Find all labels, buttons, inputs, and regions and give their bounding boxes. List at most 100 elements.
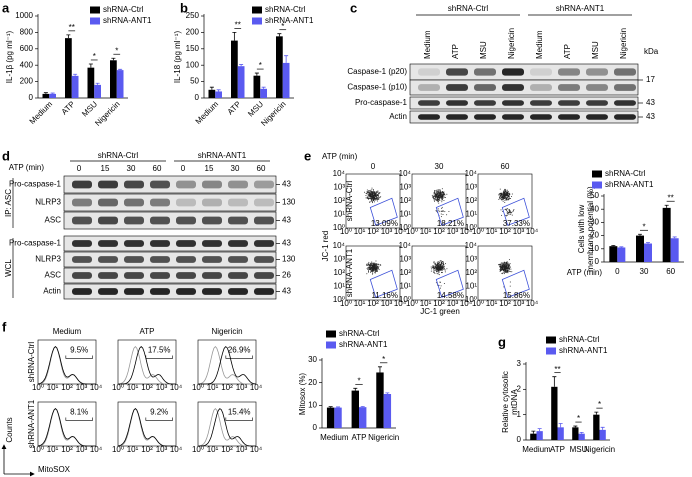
blot-band xyxy=(254,272,274,279)
legend-label: shRNA-Ctrl xyxy=(605,169,646,178)
blot-band xyxy=(202,256,222,263)
hist-gate xyxy=(225,417,253,421)
flow-dot xyxy=(441,206,443,208)
x-tick-label: 10² xyxy=(61,445,73,454)
y-tick-label: 0 xyxy=(517,435,522,444)
blot-band xyxy=(228,216,248,225)
flow-dot xyxy=(372,201,374,203)
error-bar xyxy=(611,245,616,247)
gate-label: 13.09% xyxy=(371,219,398,228)
lane-label: MSU xyxy=(479,41,488,59)
flow-dot xyxy=(501,193,503,195)
blot-band xyxy=(558,68,580,76)
flow-dot xyxy=(444,194,446,196)
x-tick-label: 10⁴ xyxy=(170,383,183,392)
x-tick-label: 10⁰ xyxy=(192,383,204,392)
blot-band xyxy=(530,84,552,91)
row-label: NLRP3 xyxy=(35,255,61,264)
column-label: 60 xyxy=(501,162,510,171)
flow-dot xyxy=(507,198,509,200)
group-label: shRNA-Ctrl xyxy=(98,151,139,160)
flow-dot xyxy=(376,199,378,201)
flow-dot xyxy=(504,188,506,190)
x-tick-label: ATP xyxy=(352,433,367,442)
flow-dot xyxy=(370,192,372,194)
blot-band xyxy=(124,288,144,295)
blot-band xyxy=(586,100,608,106)
blot-band xyxy=(176,180,196,189)
marker-label: 43 xyxy=(282,239,291,248)
row-label: ASC xyxy=(45,271,62,280)
flow-dot xyxy=(433,265,435,267)
blot-band xyxy=(228,198,248,207)
flow-dot xyxy=(376,268,378,270)
y-tick-label: 40 xyxy=(590,204,599,213)
significance-label: ** xyxy=(69,23,75,32)
flow-dot xyxy=(446,193,448,195)
flow-dot xyxy=(373,190,375,192)
y-tick-label: 10² xyxy=(465,196,477,205)
flow-dot xyxy=(508,209,510,211)
flow-dot xyxy=(499,188,501,190)
row-label: shRNA-Ctrl xyxy=(345,181,354,222)
hist-plot xyxy=(117,339,177,385)
flow-dot xyxy=(373,262,375,264)
x-tick-label: 10¹ xyxy=(354,227,366,236)
flow-dot xyxy=(434,195,436,197)
x-tick-label: 10¹ xyxy=(486,299,498,308)
flow-dot xyxy=(366,197,368,199)
error-bar xyxy=(360,406,365,408)
y-tick-label: 10⁴ xyxy=(399,169,412,178)
lane-label: 15 xyxy=(205,164,214,173)
flow-dot xyxy=(436,199,438,201)
flow-dot xyxy=(505,215,507,217)
error-bar xyxy=(579,432,584,434)
flow-dot xyxy=(445,263,447,265)
blot-band xyxy=(530,100,552,106)
flow-dot xyxy=(436,264,438,266)
flow-dot xyxy=(509,266,511,268)
flow-dot xyxy=(501,264,503,266)
flow-dot xyxy=(501,197,503,199)
flow-dot xyxy=(374,265,376,267)
error-bar xyxy=(573,425,578,428)
flow-dot xyxy=(441,265,443,267)
flow-dot xyxy=(504,188,506,190)
flow-dot xyxy=(438,284,440,286)
flow-dot xyxy=(505,265,507,267)
row-label: shRNA-Ctrl xyxy=(27,342,36,383)
flow-dot xyxy=(436,195,438,197)
flow-dot xyxy=(367,192,369,194)
blot-band xyxy=(254,198,274,207)
blot-band xyxy=(586,68,608,76)
flow-dot xyxy=(446,268,448,270)
flow-dot xyxy=(439,197,441,199)
bar xyxy=(670,238,679,262)
flow-dot xyxy=(436,193,438,195)
hist-gate xyxy=(225,355,253,359)
legend-swatch xyxy=(546,347,556,355)
flow-dot xyxy=(373,198,375,200)
error-bar xyxy=(66,34,71,39)
blot-band xyxy=(614,114,636,120)
blot-band xyxy=(202,180,222,189)
bar xyxy=(636,235,644,262)
y-tick-label: 10⁴ xyxy=(465,169,478,178)
flow-dot xyxy=(370,269,372,271)
flow-dot xyxy=(507,268,509,270)
flow-dot xyxy=(442,197,444,199)
flow-dot xyxy=(378,196,380,198)
flow-dot xyxy=(373,194,375,196)
row-label: Actin xyxy=(43,287,61,296)
flow-dot xyxy=(374,270,376,272)
x-tick-label: 10² xyxy=(433,227,445,236)
flow-dot xyxy=(434,271,436,273)
flow-dot xyxy=(500,199,502,201)
flow-dot xyxy=(444,271,446,273)
flow-dot xyxy=(510,268,512,270)
flow-dot xyxy=(376,270,378,272)
flow-dot xyxy=(432,265,434,267)
flow-dot xyxy=(370,190,372,192)
flow-dot xyxy=(434,198,436,200)
y-tick-label: 250 xyxy=(186,11,200,20)
